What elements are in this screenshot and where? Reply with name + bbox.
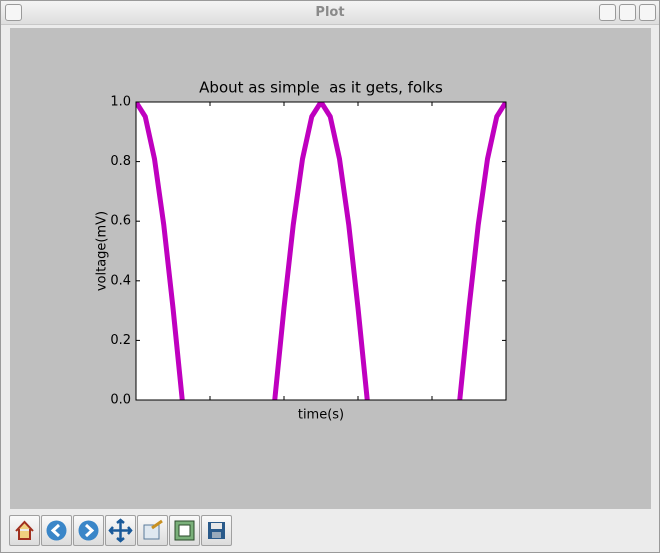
y-tick-label: 0.6 — [110, 214, 131, 229]
window-menu-button[interactable] — [5, 4, 22, 21]
chart-title: About as simple as it gets, folks — [199, 79, 443, 97]
close-button[interactable] — [639, 4, 656, 21]
pan-button[interactable] — [105, 515, 136, 546]
y-tick-label: 0.4 — [110, 273, 131, 288]
window-title: Plot — [315, 5, 345, 20]
figure: About as simple as it gets, folks time(s… — [10, 28, 651, 509]
home-button[interactable] — [9, 515, 40, 546]
title-bar: Plot — [1, 1, 659, 25]
x-axis-label: time(s) — [298, 408, 344, 423]
axes-frame — [135, 101, 507, 401]
y-tick-label: 0.2 — [110, 333, 131, 348]
forward-button[interactable] — [73, 515, 104, 546]
minimize-button[interactable] — [599, 4, 616, 21]
back-button[interactable] — [41, 515, 72, 546]
save-button[interactable] — [201, 515, 232, 546]
y-tick-label: 0.8 — [110, 154, 131, 169]
y-tick-label: 1.0 — [110, 95, 131, 110]
y-tick-label: 0.0 — [110, 393, 131, 408]
y-axis-label: voltage(mV) — [95, 211, 110, 291]
subplots-button[interactable] — [169, 515, 200, 546]
plot-area — [136, 102, 506, 400]
maximize-button[interactable] — [619, 4, 636, 21]
zoom-button[interactable] — [137, 515, 168, 546]
